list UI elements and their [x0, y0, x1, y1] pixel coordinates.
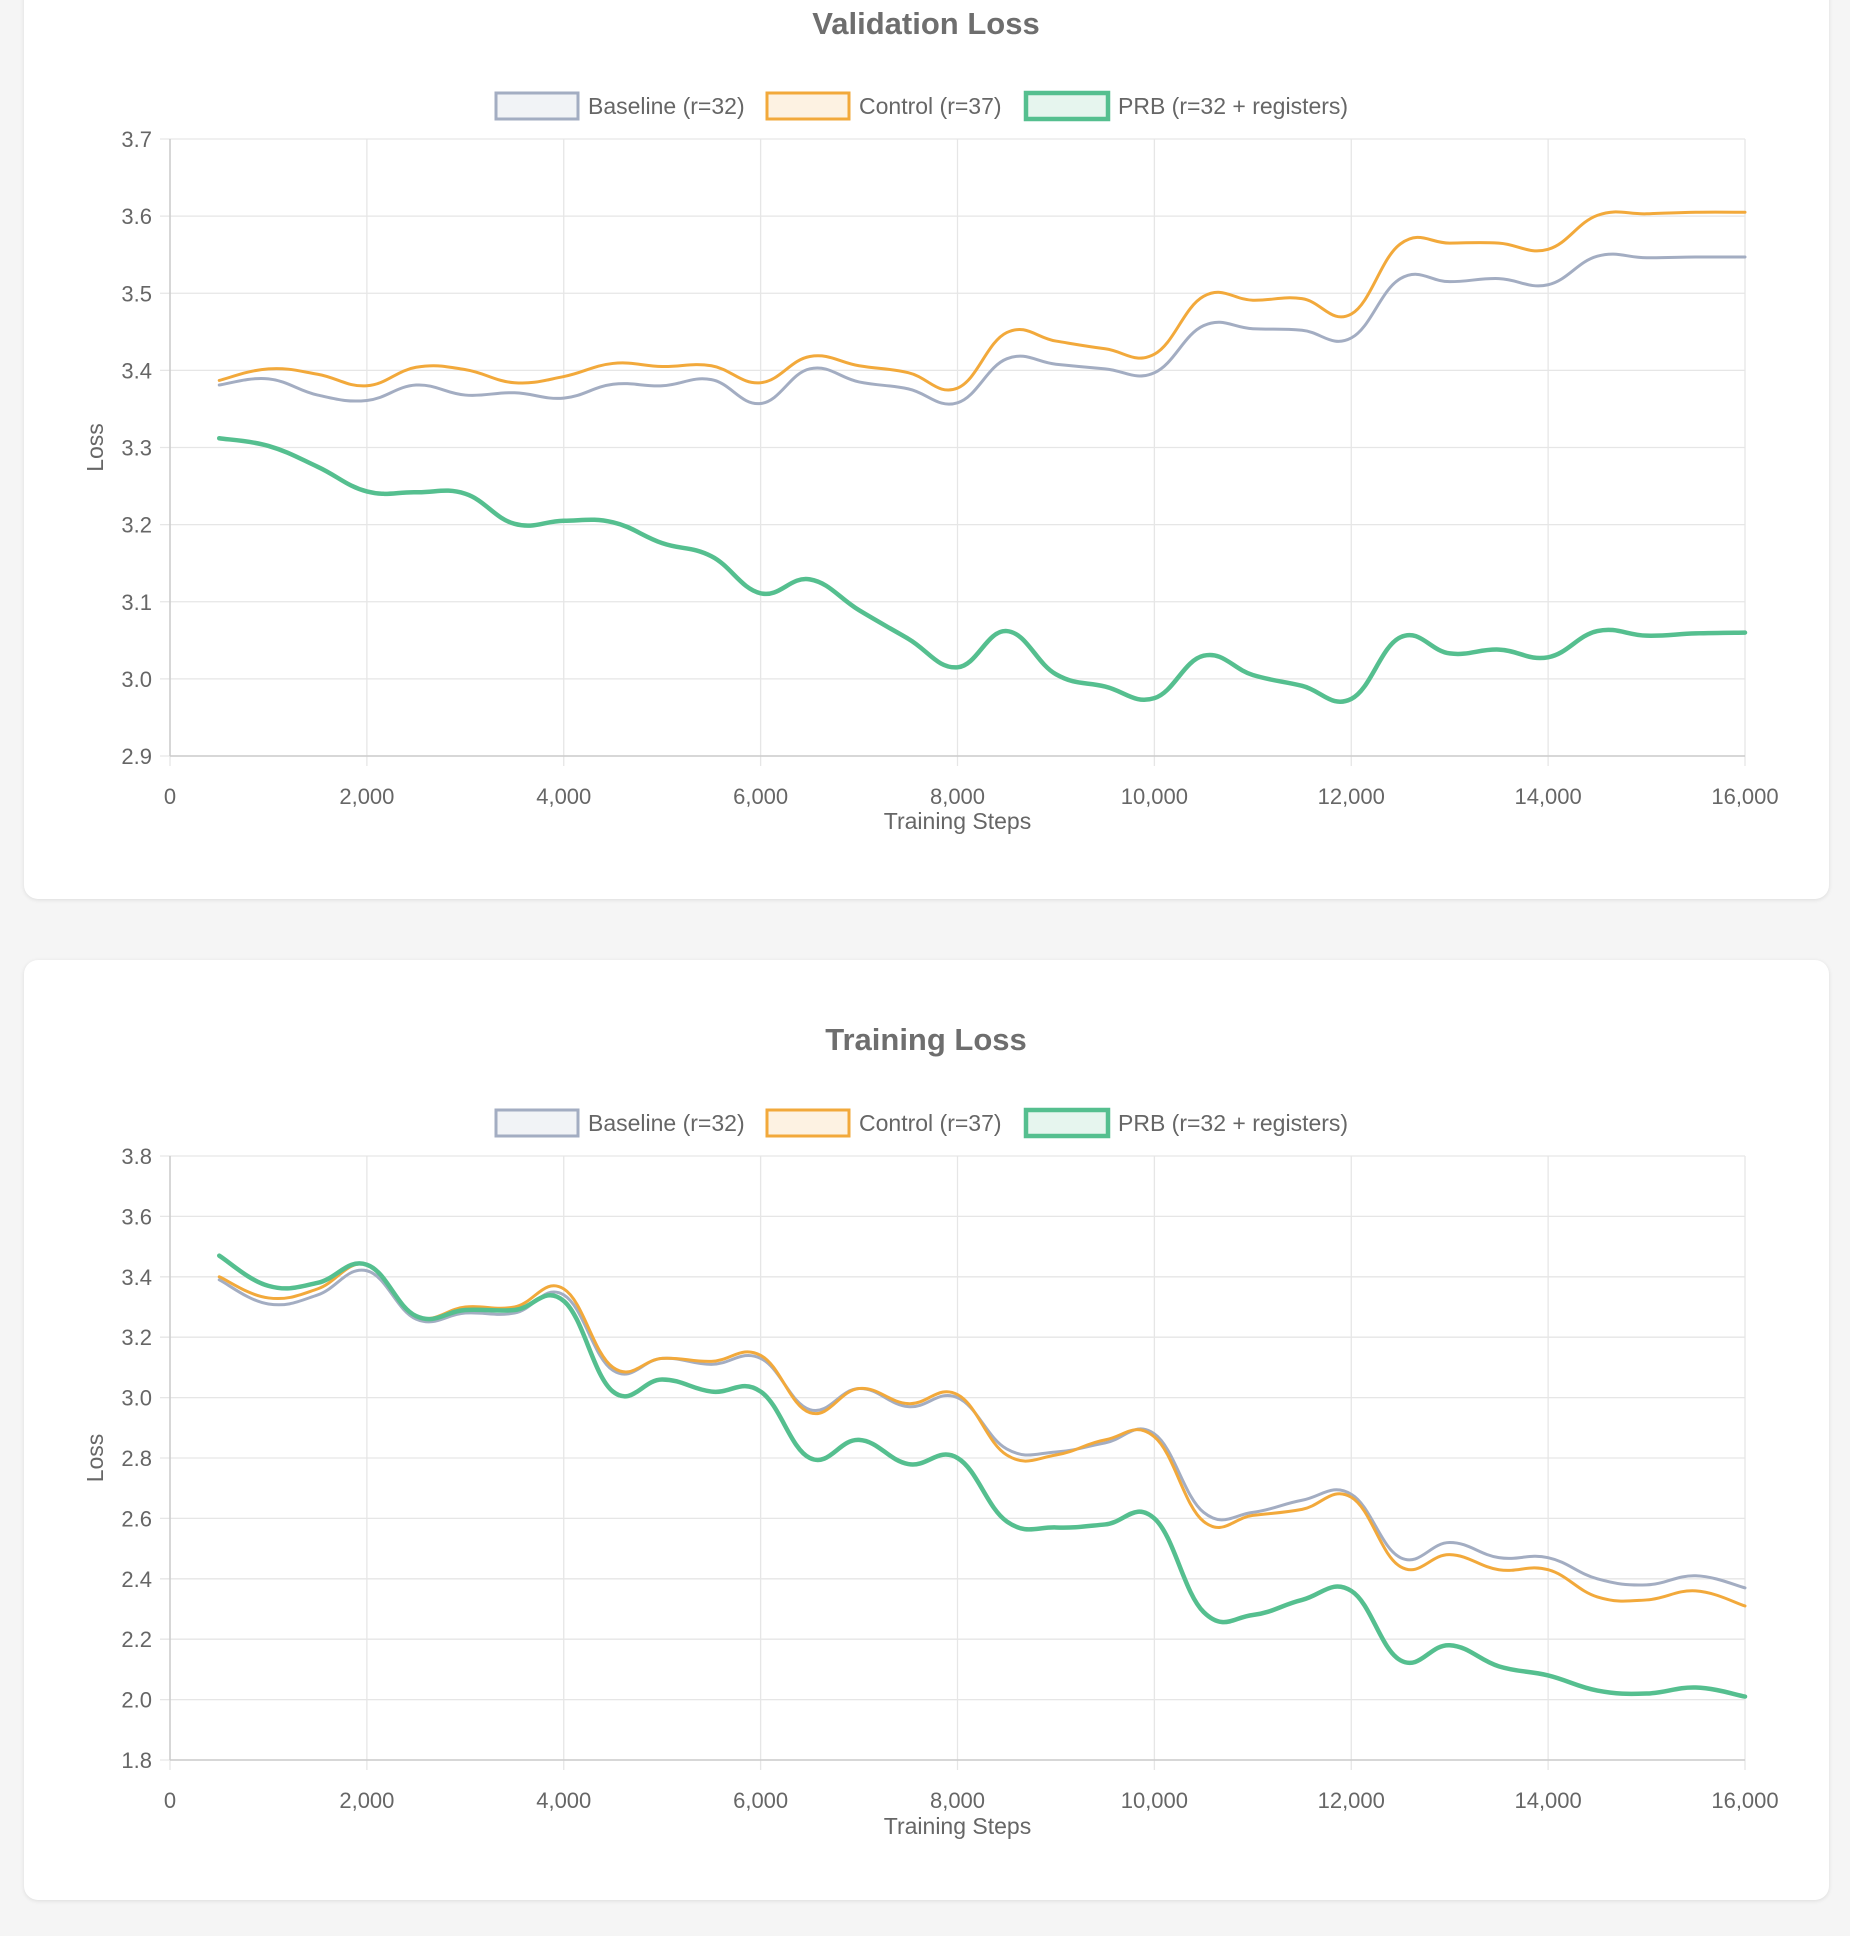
x-tick-label: 12,000 — [1318, 1788, 1385, 1813]
y-tick-label: 3.4 — [121, 358, 152, 383]
x-tick-label: 14,000 — [1514, 1788, 1581, 1813]
legend-swatch-control — [765, 91, 851, 121]
y-tick-label: 2.6 — [121, 1506, 152, 1531]
y-tick-label: 2.2 — [121, 1627, 152, 1652]
x-tick-label: 12,000 — [1318, 784, 1385, 809]
y-tick-label: 3.4 — [121, 1265, 152, 1290]
x-tick-label: 6,000 — [733, 784, 788, 809]
chart-title: Training Loss — [825, 1022, 1027, 1057]
x-tick-label: 10,000 — [1121, 1788, 1188, 1813]
legend-swatch-prb — [1023, 90, 1111, 122]
legend-label-prb: PRB (r=32 + registers) — [1118, 93, 1348, 119]
y-tick-label: 3.0 — [121, 1386, 152, 1411]
y-tick-label: 3.1 — [121, 590, 152, 615]
x-axis-label: Training Steps — [884, 1813, 1031, 1839]
legend-label-baseline: Baseline (r=32) — [588, 1110, 745, 1136]
x-tick-label: 14,000 — [1514, 784, 1581, 809]
series-line-baseline — [217, 252, 1747, 406]
y-axis-label: Loss — [82, 423, 108, 472]
x-axis-label: Training Steps — [884, 808, 1031, 834]
y-tick-label: 3.3 — [121, 436, 152, 461]
legend-swatch-prb — [1023, 1107, 1111, 1139]
x-tick-label: 8,000 — [930, 784, 985, 809]
legend-swatch-baseline — [494, 1108, 580, 1138]
legend-label-prb: PRB (r=32 + registers) — [1118, 1110, 1348, 1136]
x-tick-label: 10,000 — [1121, 784, 1188, 809]
validation-loss-card: Validation Loss Baseline (r=32) Control (r… — [24, 0, 1829, 899]
y-tick-label: 3.2 — [121, 513, 152, 538]
y-tick-label: 3.7 — [121, 127, 152, 152]
x-tick-label: 4,000 — [536, 1788, 591, 1813]
x-tick-label: 0 — [164, 784, 176, 809]
training-loss-chart: Training Loss Baseline (r=32) Control (r=3… — [82, 1022, 1779, 1839]
y-tick-label: 3.6 — [121, 204, 152, 229]
training-loss-card: Training Loss Baseline (r=32) Control (r=3… — [24, 960, 1829, 1900]
x-tick-label: 2,000 — [339, 1788, 394, 1813]
series-line-control — [217, 1262, 1747, 1608]
series-line-baseline — [217, 1268, 1747, 1590]
legend-label-control: Control (r=37) — [859, 93, 1002, 119]
series-line-control — [217, 210, 1747, 392]
legend-label-baseline: Baseline (r=32) — [588, 93, 745, 119]
y-tick-label: 3.2 — [121, 1325, 152, 1350]
x-tick-label: 8,000 — [930, 1788, 985, 1813]
x-tick-label: 2,000 — [339, 784, 394, 809]
x-tick-label: 16,000 — [1711, 1788, 1778, 1813]
y-tick-label: 2.4 — [121, 1567, 152, 1592]
legend-swatch-baseline — [494, 91, 580, 121]
y-tick-label: 3.0 — [121, 667, 152, 692]
series-line-prb — [216, 1253, 1748, 1699]
x-tick-label: 0 — [164, 1788, 176, 1813]
x-tick-label: 16,000 — [1711, 784, 1778, 809]
y-tick-label: 3.5 — [121, 281, 152, 306]
legend-label-control: Control (r=37) — [859, 1110, 1002, 1136]
y-tick-label: 3.8 — [121, 1144, 152, 1169]
chart-title: Validation Loss — [812, 6, 1039, 41]
y-tick-label: 2.9 — [121, 744, 152, 769]
legend-swatch-control — [765, 1108, 851, 1138]
x-tick-label: 4,000 — [536, 784, 591, 809]
validation-loss-chart: Validation Loss Baseline (r=32) Control (r… — [82, 6, 1779, 834]
y-tick-label: 2.0 — [121, 1688, 152, 1713]
y-tick-label: 3.6 — [121, 1204, 152, 1229]
y-tick-label: 2.8 — [121, 1446, 152, 1471]
y-tick-label: 1.8 — [121, 1748, 152, 1773]
series-line-prb — [216, 436, 1748, 704]
y-axis-label: Loss — [82, 1434, 108, 1483]
x-tick-label: 6,000 — [733, 1788, 788, 1813]
